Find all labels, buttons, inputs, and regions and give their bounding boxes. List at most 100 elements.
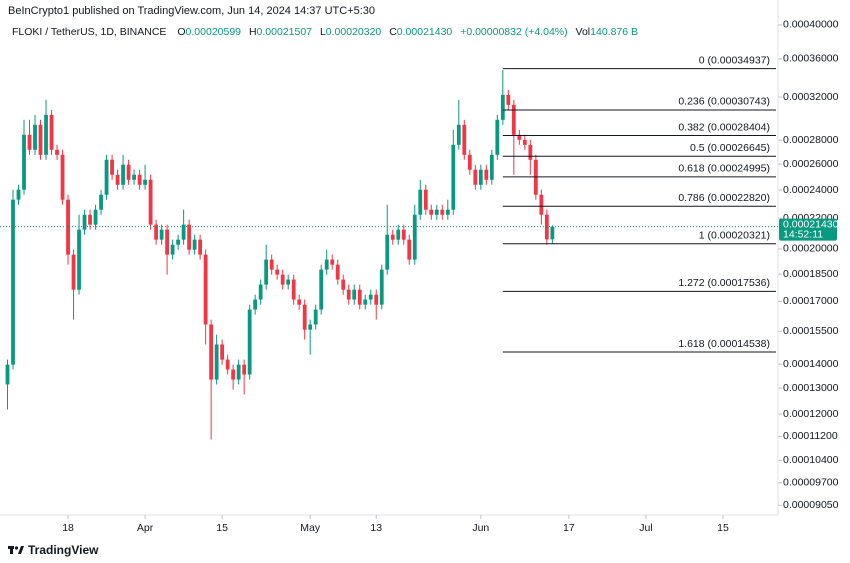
- candle-body: [121, 164, 125, 185]
- candle-body: [55, 149, 59, 155]
- candle-body: [539, 194, 544, 215]
- candle-body: [478, 169, 483, 185]
- candle-body: [522, 139, 527, 145]
- candle-body: [154, 224, 158, 240]
- candle-body: [418, 189, 423, 215]
- candle-body: [352, 289, 357, 300]
- fib-label: 0.5 (0.00026645): [690, 142, 770, 154]
- fib-label: 1.272 (0.00017536): [678, 277, 770, 289]
- y-tick-label: 0.00028000: [783, 134, 839, 146]
- candle-body: [71, 254, 76, 290]
- candle-body: [280, 274, 285, 285]
- candle-body: [363, 299, 368, 305]
- candle-body: [434, 209, 439, 215]
- candle-body: [99, 194, 103, 210]
- candle-body: [253, 299, 258, 310]
- change: +0.00000832 (+4.04%): [460, 26, 568, 38]
- candle-body: [390, 234, 395, 240]
- y-tick-label: 0.00011200: [783, 430, 838, 442]
- field-key: L: [319, 26, 326, 38]
- volume-key: Vol: [575, 26, 591, 38]
- candle-body: [143, 179, 147, 185]
- field-key: H: [248, 26, 257, 38]
- y-tick-label: 0.00015500: [783, 325, 839, 337]
- candle-body: [264, 259, 269, 285]
- candle-body: [440, 209, 445, 215]
- candle-body: [313, 309, 318, 325]
- symbol: FLOKI / TetherUS, 1D, BINANCE: [12, 26, 167, 38]
- field-key: O: [177, 26, 186, 38]
- candle-body: [346, 289, 351, 300]
- candle-body: [225, 359, 230, 370]
- candle-body: [297, 299, 302, 305]
- candle-body: [231, 369, 236, 380]
- y-tick-label: 0.00036000: [783, 53, 839, 65]
- candle-body: [511, 104, 516, 135]
- candle-body: [275, 269, 280, 275]
- x-tick-label: Jun: [472, 522, 489, 534]
- candle-body: [209, 324, 214, 380]
- candle-body: [82, 214, 87, 230]
- candle-body: [159, 229, 164, 240]
- candle-body: [308, 324, 313, 330]
- candle-body: [357, 289, 362, 305]
- candle-body: [302, 304, 307, 330]
- candle-body: [38, 124, 43, 155]
- last-price-tag: [779, 218, 837, 241]
- y-tick-label: 0.00014000: [783, 358, 839, 370]
- fib-label: 1.618 (0.00014538): [678, 338, 770, 350]
- candle-body: [187, 224, 192, 250]
- candle-body: [412, 214, 417, 260]
- candle-body: [528, 144, 533, 160]
- candle-body: [198, 239, 203, 255]
- candle-body: [88, 214, 92, 225]
- candle-body: [258, 284, 263, 300]
- candle-body: [44, 114, 48, 155]
- y-tick-label: 0.00013000: [783, 382, 839, 394]
- candle-body: [181, 224, 186, 240]
- candle-body: [220, 344, 225, 360]
- candle-body: [379, 269, 384, 305]
- candle-body: [33, 124, 37, 150]
- countdown: 14:52:11: [783, 228, 823, 240]
- candle-body: [401, 229, 406, 240]
- y-tick-label: 0.00020000: [783, 243, 839, 255]
- candle-body: [11, 199, 15, 365]
- legend: FLOKI / TetherUS, 1D, BINANCE O0.0002059…: [12, 26, 643, 38]
- x-tick-label: Apr: [137, 522, 154, 534]
- y-tick-label: 0.00032000: [783, 91, 839, 103]
- y-tick-label: 0.00026000: [783, 158, 839, 170]
- candle-body: [368, 294, 373, 300]
- candle-body: [500, 94, 505, 120]
- candle-body: [429, 209, 434, 215]
- header: BeInCrypto1 published on TradingView.com…: [8, 5, 376, 17]
- candle-body: [176, 239, 181, 245]
- candle-body: [269, 259, 274, 270]
- candle-body: [341, 279, 346, 290]
- candle-body: [104, 159, 109, 195]
- last-price-label: 0.00021430: [783, 218, 839, 230]
- candle-body: [192, 239, 197, 250]
- candle-body: [489, 154, 494, 180]
- candle-body: [27, 134, 32, 150]
- field-value: 0.00020599: [185, 26, 242, 38]
- candle-body: [66, 199, 70, 255]
- y-tick-label: 0.00012000: [783, 408, 839, 420]
- candle-body: [319, 269, 324, 310]
- candle-body: [247, 309, 252, 375]
- y-tick-label: 0.00017000: [783, 295, 839, 307]
- field-value: 0.00020320: [325, 26, 382, 38]
- candle-body: [77, 229, 81, 290]
- candle-body: [165, 229, 170, 255]
- y-tick-label: 0.00009050: [783, 499, 839, 511]
- candle-body: [330, 259, 335, 265]
- x-tick-label: 15: [717, 522, 729, 534]
- y-tick-label: 0.00009700: [783, 477, 839, 489]
- fib-label: 0.236 (0.00030743): [678, 96, 770, 108]
- candle-body: [374, 294, 379, 305]
- candle-body: [451, 144, 456, 210]
- candle-body: [445, 209, 450, 215]
- candle-body: [324, 259, 329, 270]
